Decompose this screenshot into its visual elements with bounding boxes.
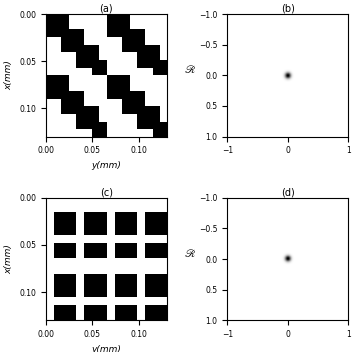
X-axis label: ℑ: ℑ <box>287 161 289 171</box>
Title: (b): (b) <box>281 3 295 13</box>
Y-axis label: ℛ: ℛ <box>184 249 195 259</box>
X-axis label: y(mm): y(mm) <box>92 161 121 170</box>
Title: (d): (d) <box>281 187 295 197</box>
X-axis label: y(mm): y(mm) <box>92 345 121 352</box>
Title: (c): (c) <box>100 187 113 197</box>
X-axis label: ℑ: ℑ <box>287 345 289 352</box>
Title: (a): (a) <box>100 3 113 13</box>
Y-axis label: x(mm): x(mm) <box>5 244 13 274</box>
Y-axis label: ℛ: ℛ <box>184 65 195 75</box>
Y-axis label: x(mm): x(mm) <box>5 61 13 90</box>
